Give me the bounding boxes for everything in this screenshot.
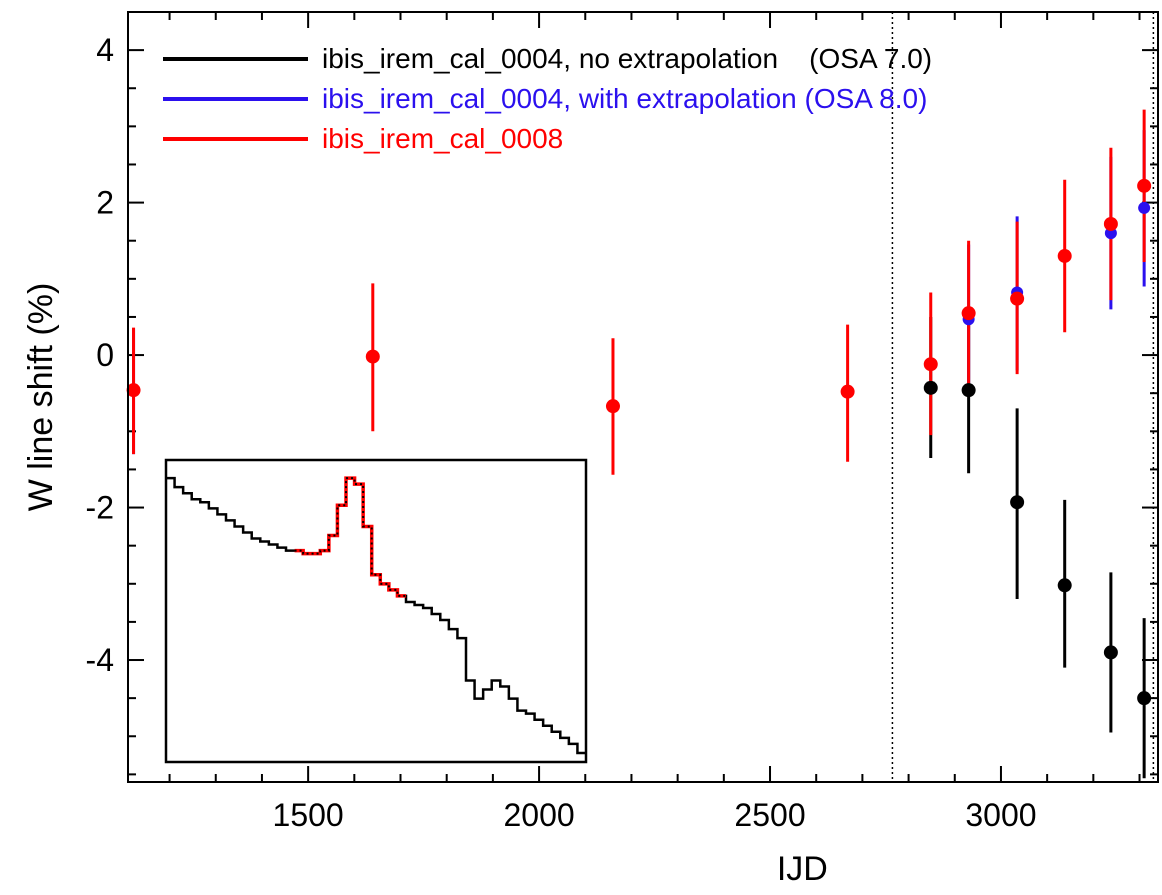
y-tick-label: -2: [86, 490, 114, 526]
plot-frame: [127, 11, 1159, 783]
data-point: [840, 384, 855, 399]
y-tick-label: 0: [96, 337, 114, 373]
data-point: [1137, 178, 1152, 193]
inset-spectrum-plot: [164, 458, 588, 764]
x-tick-label: 2000: [503, 797, 574, 833]
y-axis-title: W line shift (%): [22, 283, 60, 512]
data-point: [1010, 495, 1025, 510]
legend-label: ibis_irem_cal_0004, with extrapolation (…: [322, 83, 927, 114]
inset-red-step-line: [294, 476, 406, 598]
inset-background: [166, 460, 586, 762]
data-point: [1057, 578, 1072, 593]
data-point: [961, 383, 976, 398]
legend: ibis_irem_cal_0004, no extrapolation (OS…: [163, 43, 932, 154]
data-point: [1103, 216, 1118, 231]
y-tick-label: 4: [96, 32, 114, 68]
data-point: [365, 349, 380, 364]
y-tick-labels: -4 -2 0 2 4: [86, 32, 114, 678]
axes-ticks: [128, 11, 1158, 782]
data-point: [1010, 291, 1025, 306]
inset-step-lines: [166, 476, 586, 755]
legend-label: ibis_irem_cal_0008: [322, 123, 563, 154]
data-point: [1057, 248, 1072, 263]
x-tick-label: 3000: [965, 797, 1036, 833]
inset-frame: [164, 458, 588, 764]
data-point: [605, 399, 620, 414]
data-point: [1138, 201, 1151, 214]
data-point: [126, 383, 141, 398]
y-tick-label: 2: [96, 185, 114, 221]
x-axis-title: IJD: [777, 850, 828, 888]
x-tick-labels: 1500 2000 2500 3000: [273, 797, 1037, 833]
data-points: [126, 178, 1152, 706]
x-tick-label: 1500: [273, 797, 344, 833]
vertical-marker-lines: [891, 12, 1155, 782]
y-tick-label: -4: [86, 642, 114, 678]
data-point: [1137, 691, 1152, 706]
data-point: [961, 306, 976, 321]
data-point: [923, 380, 938, 395]
legend-label: ibis_irem_cal_0004, no extrapolation (OS…: [322, 43, 932, 74]
data-point: [923, 357, 938, 372]
data-point: [1103, 645, 1118, 660]
x-tick-label: 2500: [734, 797, 805, 833]
